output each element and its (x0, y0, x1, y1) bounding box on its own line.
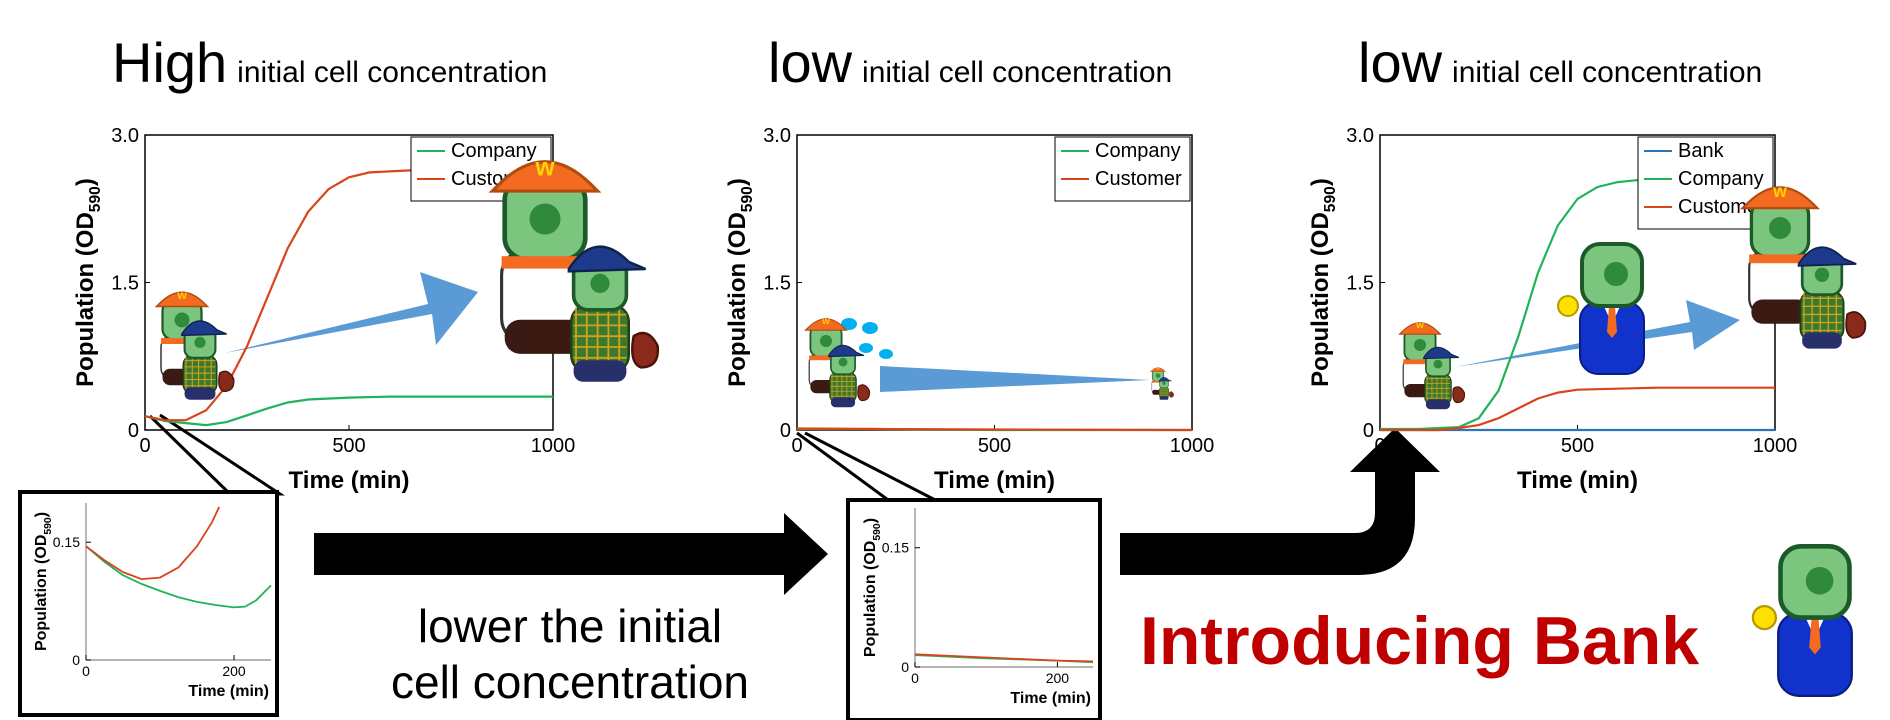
x-tick-label: 200 (1046, 670, 1070, 686)
x-tick-label: 0 (911, 670, 919, 686)
inset-frame (18, 490, 279, 717)
y-axis-label: Population (OD590) (862, 518, 883, 657)
legend-label: Bank (1678, 140, 1725, 162)
series-line-customer (1380, 386, 1775, 432)
x-tick-label: 1000 (531, 435, 576, 457)
y-tick-label: 0 (780, 420, 791, 442)
x-tick-label: 200 (222, 663, 246, 679)
x-axis-label: Time (min) (1010, 690, 1091, 707)
introducing-bank-title: Introducing Bank (1140, 603, 1700, 679)
customer-character-icon (828, 344, 871, 408)
svg-text:w: w (1156, 366, 1160, 370)
company-character-icon: w (1149, 366, 1167, 395)
series-line-customer (85, 506, 221, 581)
x-tick-label: 1000 (1170, 435, 1215, 457)
series-line-company (85, 545, 272, 609)
y-axis-label: Population (OD590) (33, 512, 54, 651)
shrink-arrow-2 (880, 366, 1150, 392)
customer-character-icon (1423, 346, 1466, 410)
x-axis-label: Time (min) (934, 467, 1055, 494)
heading-panel-3: low initial cell concentration (1358, 30, 1762, 95)
x-tick-label: 0 (139, 435, 150, 457)
company-character-icon: w (1739, 181, 1821, 324)
y-tick-label: 1.5 (763, 273, 791, 295)
heading-big: low (768, 31, 853, 94)
legend-label: Company (1678, 168, 1764, 190)
x-tick-label: 500 (1561, 435, 1594, 457)
legend-label: Customer (1095, 168, 1182, 190)
legend-box (1054, 136, 1191, 202)
y-tick-label: 3.0 (763, 125, 791, 147)
heading-big: low (1358, 31, 1443, 94)
legend-label: Company (1095, 140, 1181, 162)
y-axis-label: Population (OD590) (1307, 178, 1339, 387)
y-tick-label: 3.0 (111, 125, 139, 147)
caption-line-2: cell concentration (391, 656, 749, 708)
legend-label: Customer (1678, 196, 1765, 218)
series-line-customer (914, 653, 1094, 663)
svg-text:w: w (1415, 320, 1424, 331)
y-tick-label: 0.15 (882, 540, 909, 556)
customer-character-icon (1158, 377, 1174, 400)
y-tick-label: 0.15 (53, 534, 80, 550)
svg-text:w: w (821, 316, 830, 327)
x-axis-label: Time (min) (188, 683, 269, 700)
y-tick-label: 3.0 (1346, 125, 1374, 147)
series-line-customer (796, 427, 1193, 432)
heading-panel-1: High initial cell concentration (112, 30, 547, 95)
chart-1: 0 500 1000 0 1.5 3.0 Time (min) Population (OD5… (72, 125, 575, 494)
y-axis-label: Population (OD590) (72, 178, 104, 387)
x-tick-label: 0 (82, 663, 90, 679)
process-caption: lower the initial cell concentration (370, 598, 770, 710)
x-tick-label: 0 (1374, 435, 1385, 457)
svg-text:w: w (176, 288, 187, 302)
x-axis-label: Time (min) (1517, 467, 1638, 494)
heading-small: initial cell concentration (237, 56, 548, 89)
arrow-to-panel-3 (1120, 428, 1440, 575)
y-tick-label: 0 (72, 652, 80, 668)
chart-3: 0 500 1000 0 1.5 3.0 Time (min) Population (OD5… (1307, 125, 1797, 494)
customer-character-icon (567, 245, 660, 382)
sweat-drops-icon (841, 318, 893, 359)
company-character-icon: w (488, 155, 602, 354)
y-tick-label: 0 (901, 659, 909, 675)
chart-4: 0 200 0 0.15 Time (min) Population (OD590) (18, 490, 279, 717)
inset-frame (846, 498, 1102, 720)
customer-character-icon (181, 320, 235, 400)
inset-callout-2 (796, 431, 946, 507)
y-tick-label: 1.5 (111, 273, 139, 295)
customer-character-icon (1797, 246, 1867, 349)
legend-label: Company (451, 140, 537, 162)
y-tick-label: 0 (1363, 420, 1374, 442)
chart-2: 0 500 1000 0 1.5 3.0 Time (min) Population (OD5… (724, 125, 1214, 494)
heading-panel-2: low initial cell concentration (768, 30, 1172, 95)
x-tick-label: 0 (791, 435, 802, 457)
caption-line-1: lower the initial (417, 600, 723, 652)
heading-big: High (112, 31, 228, 94)
growth-arrow-1 (225, 272, 478, 353)
svg-text:w: w (1772, 181, 1787, 201)
inset-callout-1 (148, 413, 286, 496)
bank-character-icon (1751, 544, 1853, 697)
y-tick-label: 0 (128, 420, 139, 442)
series-line-company (144, 395, 553, 427)
y-axis-label: Population (OD590) (724, 178, 756, 387)
x-tick-label: 500 (978, 435, 1011, 457)
x-tick-label: 500 (332, 435, 365, 457)
x-tick-label: 1000 (1753, 435, 1798, 457)
legend: Bank Company Customer (1637, 136, 1774, 230)
arrow-to-panel-2 (314, 513, 828, 595)
y-tick-label: 1.5 (1346, 273, 1374, 295)
svg-text:w: w (534, 155, 555, 182)
heading-small: initial cell concentration (862, 56, 1173, 89)
bank-character-icon (1557, 242, 1645, 375)
legend: Company Customer (1054, 136, 1191, 202)
x-axis-label: Time (min) (289, 467, 410, 494)
heading-small: initial cell concentration (1452, 56, 1763, 89)
chart-5: 0 200 0 0.15 Time (min) Population (OD590) (846, 498, 1102, 720)
